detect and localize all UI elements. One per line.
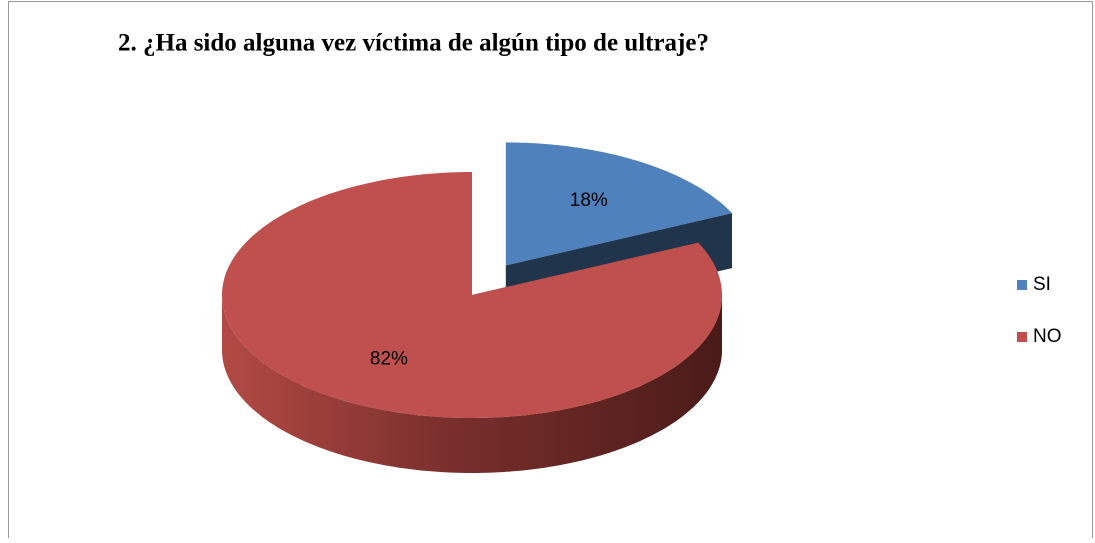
slice-side	[222, 295, 722, 473]
data-label: 18%	[570, 190, 608, 211]
slice	[505, 142, 732, 266]
legend-label: NO	[1033, 326, 1062, 347]
slice	[222, 172, 722, 418]
data-label: 82%	[370, 348, 408, 369]
legend-swatch	[1017, 332, 1027, 342]
chart-title: 2. ¿Ha sido alguna vez víctima de algún …	[118, 30, 709, 57]
legend-swatch	[1017, 280, 1027, 290]
chart-border	[8, 1, 1093, 538]
legend-label: SI	[1033, 274, 1051, 295]
